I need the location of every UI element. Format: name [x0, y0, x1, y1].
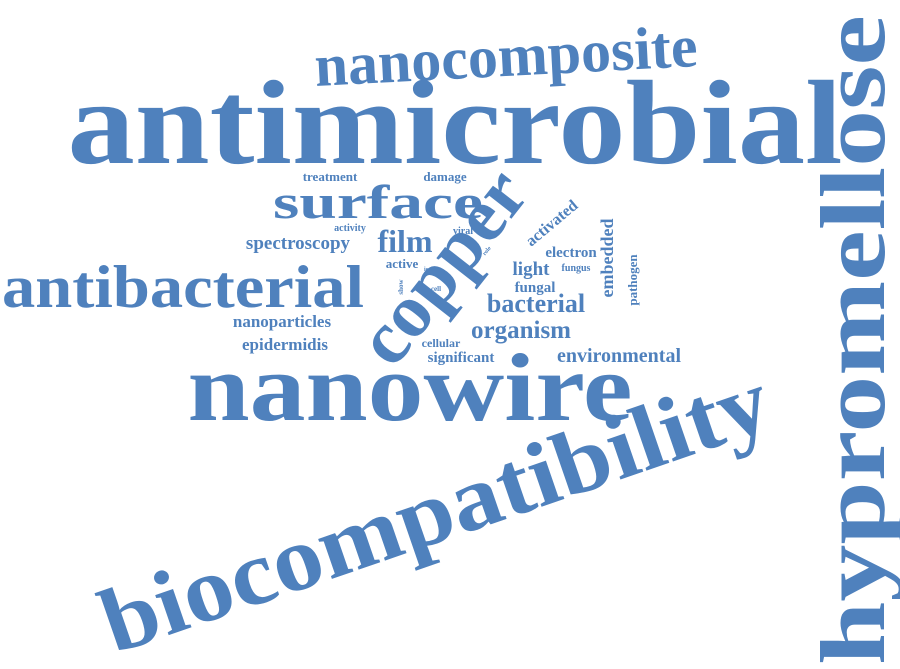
word-electron: electron [545, 245, 597, 261]
word-cell: cell [431, 285, 441, 293]
word-significant: significant [428, 350, 495, 366]
word-ion: ion [424, 267, 433, 273]
word-spectroscopy: spectroscopy [246, 233, 351, 254]
word-surface: surface [273, 176, 483, 229]
word-nanowire: nanowire [188, 334, 633, 441]
word-cellular: cellular [422, 336, 461, 350]
word-role: role [482, 245, 493, 257]
word-film: film [377, 223, 432, 259]
word-damage: damage [423, 169, 467, 184]
word-viral: viral [453, 226, 473, 237]
word-antimicrobial: antimicrobial [68, 56, 843, 189]
word-light: light [513, 259, 551, 280]
word-treatment: treatment [303, 169, 358, 184]
word-activity: activity [334, 223, 366, 234]
word-organism: organism [471, 317, 571, 344]
word-bacterial: bacterial [487, 289, 585, 318]
word-antibacterial: antibacterial [2, 254, 364, 320]
word-nanoparticles: nanoparticles [233, 312, 332, 331]
word-pathogen: pathogen [625, 254, 640, 306]
word-show: show [397, 278, 405, 294]
word-fungus: fungus [562, 263, 591, 274]
word-active: active [386, 256, 419, 271]
word-hypromellose: hypromellose [802, 15, 900, 665]
word-fungal: fungal [515, 280, 556, 296]
word-embedded: embedded [597, 218, 617, 297]
word-epidermidis: epidermidis [242, 335, 328, 354]
word-environmental: environmental [557, 345, 682, 367]
